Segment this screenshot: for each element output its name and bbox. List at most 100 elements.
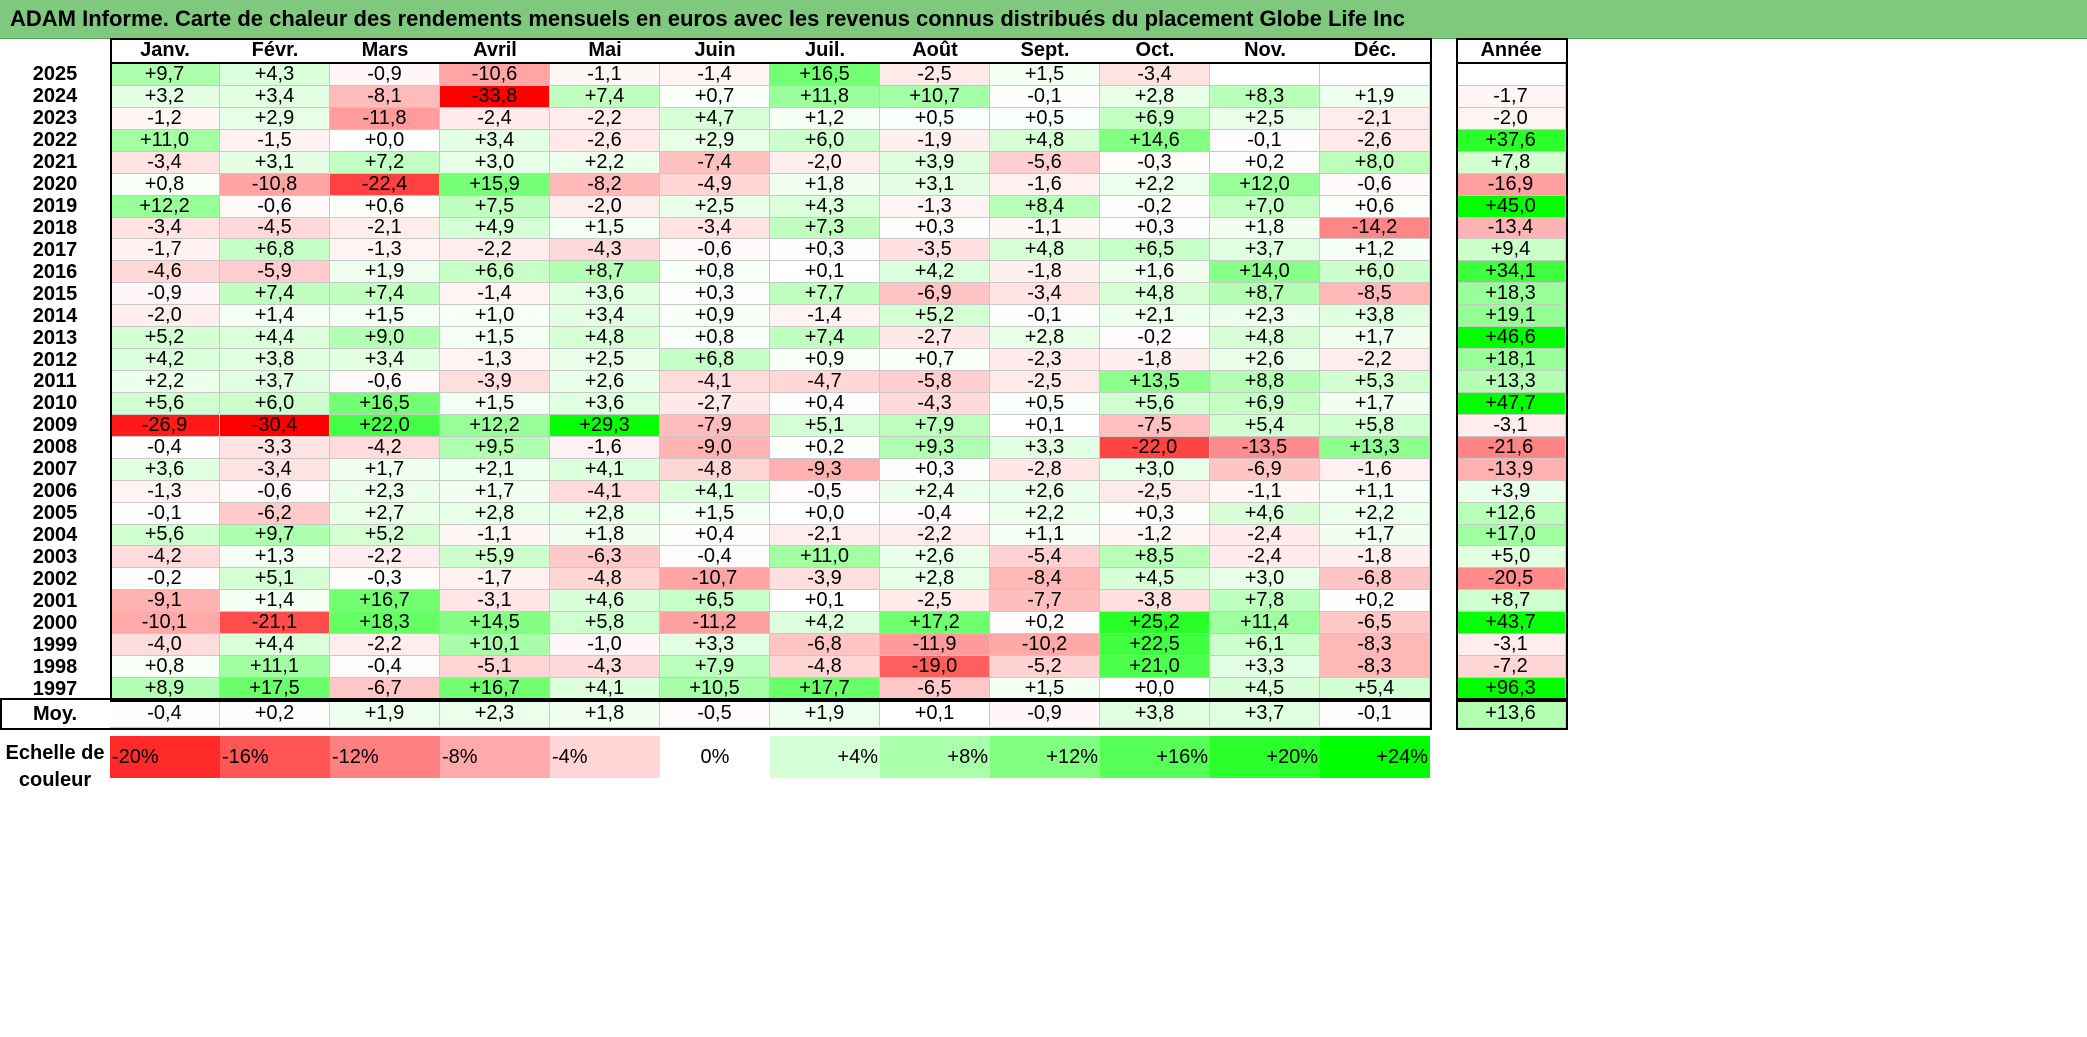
year-total-cell: +3,9 [1456, 480, 1566, 503]
heatmap-cell: +4,8 [990, 129, 1100, 152]
heatmap-cell: -0,1 [110, 502, 220, 525]
heatmap-cell: -0,4 [330, 655, 440, 679]
heatmap-cell: +4,6 [1210, 502, 1320, 525]
heatmap-cell: +0,3 [880, 458, 990, 481]
heatmap-cell: +12,2 [440, 414, 550, 437]
heatmap-cell: +4,5 [1100, 567, 1210, 591]
heatmap-cell: +3,8 [1320, 304, 1430, 328]
heatmap-cell: +0,3 [1100, 502, 1210, 525]
heatmap-cell: +5,2 [330, 523, 440, 547]
heatmap-cell: +4,9 [440, 216, 550, 240]
heatmap-cell: +0,6 [1320, 195, 1430, 218]
heatmap-cell: +5,3 [1320, 370, 1430, 393]
heatmap-cell: +3,4 [550, 304, 660, 328]
heatmap-cell: +7,0 [1210, 195, 1320, 218]
heatmap-cell: +6,5 [1100, 238, 1210, 262]
heatmap-cell: +2,6 [1210, 348, 1320, 371]
heatmap-cell: -5,8 [880, 370, 990, 393]
heatmap-cell: -26,9 [110, 414, 220, 437]
heatmap-cell: +7,4 [220, 282, 330, 306]
heatmap-cell: -14,2 [1320, 216, 1430, 240]
heatmap-cell: +3,8 [220, 348, 330, 371]
heatmap-cell: -5,9 [220, 260, 330, 284]
scale-swatch: 0% [660, 736, 770, 778]
heatmap-cell: +1,5 [440, 392, 550, 415]
year-total-cell: +43,7 [1456, 611, 1566, 635]
average-total-cell: +13,6 [1456, 700, 1566, 728]
month-header: Mai [550, 38, 660, 64]
year-label: 2002 [32, 567, 78, 590]
heatmap-cell: -0,2 [1100, 195, 1210, 218]
heatmap-cell: +2,2 [550, 151, 660, 174]
heatmap-cell: -4,8 [550, 567, 660, 591]
heatmap-cell: +12,0 [1210, 173, 1320, 196]
heatmap-cell: +0,0 [770, 502, 880, 525]
heatmap-cell: -6,8 [1320, 567, 1430, 591]
heatmap-cell: -22,4 [330, 173, 440, 196]
heatmap-cell: -3,1 [440, 589, 550, 613]
heatmap-cell [1210, 64, 1320, 86]
heatmap-cell: +6,1 [1210, 633, 1320, 657]
heatmap-cell: -6,7 [330, 677, 440, 700]
heatmap-cell: -0,9 [330, 63, 440, 86]
heatmap-cell: +5,9 [440, 545, 550, 569]
heatmap-cell: -4,8 [660, 458, 770, 481]
heatmap-cell: +2,5 [1210, 107, 1320, 130]
scale-swatch: +24% [1320, 736, 1430, 778]
heatmap-cell: -3,8 [1100, 589, 1210, 613]
heatmap-cell: +10,1 [440, 633, 550, 657]
heatmap-cell: +6,5 [660, 589, 770, 613]
year-total-cell: -3,1 [1456, 414, 1566, 437]
heatmap-cell: +3,3 [990, 436, 1100, 459]
heatmap-cell: +15,9 [440, 173, 550, 196]
heatmap-cell: -4,3 [550, 238, 660, 262]
heatmap-cell: +1,7 [1320, 523, 1430, 547]
year-label: 2025 [32, 63, 78, 86]
year-label: 2014 [32, 304, 78, 327]
heatmap-cell: +29,3 [550, 414, 660, 437]
heatmap-cell: +6,0 [1320, 260, 1430, 284]
year-label: 2001 [32, 589, 78, 612]
heatmap-cell: +1,7 [1320, 326, 1430, 350]
heatmap-cell: +0,2 [770, 436, 880, 459]
year-total-cell: -7,2 [1456, 655, 1566, 679]
heatmap-cell: +3,6 [550, 282, 660, 306]
year-total-cell: +17,0 [1456, 523, 1566, 547]
average-cell: +0,2 [220, 700, 330, 728]
year-label: 2022 [32, 129, 78, 152]
heatmap-cell: -2,0 [550, 195, 660, 218]
heatmap-cell: -8,1 [330, 85, 440, 108]
heatmap-cell: +5,1 [770, 414, 880, 437]
heatmap-cell: -2,2 [330, 545, 440, 569]
heatmap-cell: -4,8 [770, 655, 880, 679]
heatmap-cell: +1,5 [550, 216, 660, 240]
heatmap-cell: +1,7 [440, 480, 550, 503]
heatmap-cell: +6,0 [770, 129, 880, 152]
year-label: 2016 [32, 260, 78, 283]
heatmap-cell: +5,2 [110, 326, 220, 350]
heatmap-cell: -8,3 [1320, 633, 1430, 657]
month-header: Oct. [1100, 38, 1210, 64]
heatmap-cell: -1,4 [440, 282, 550, 306]
heatmap-cell: -4,0 [110, 633, 220, 657]
heatmap-cell: +0,2 [990, 611, 1100, 635]
average-cell: -0,9 [990, 700, 1100, 728]
year-label: 2008 [32, 436, 78, 459]
heatmap-cell: +11,1 [220, 655, 330, 679]
year-total-cell: +34,1 [1456, 260, 1566, 284]
scale-swatch: +20% [1210, 736, 1320, 778]
heatmap-cell: -1,1 [550, 63, 660, 86]
heatmap-cell: +3,7 [220, 370, 330, 393]
heatmap-cell: +14,6 [1100, 129, 1210, 152]
year-label: 2020 [32, 173, 78, 196]
average-cell: +3,7 [1210, 700, 1320, 728]
heatmap-cell: -2,1 [770, 523, 880, 547]
heatmap-cell: +1,7 [1320, 392, 1430, 415]
heatmap-cell: -4,5 [220, 216, 330, 240]
heatmap-cell: -2,7 [880, 326, 990, 350]
heatmap-cell: +0,8 [660, 260, 770, 284]
heatmap-cell: +9,5 [440, 436, 550, 459]
heatmap-cell: +0,3 [660, 282, 770, 306]
heatmap-cell: -4,6 [110, 260, 220, 284]
heatmap-cell: +4,5 [1210, 677, 1320, 700]
